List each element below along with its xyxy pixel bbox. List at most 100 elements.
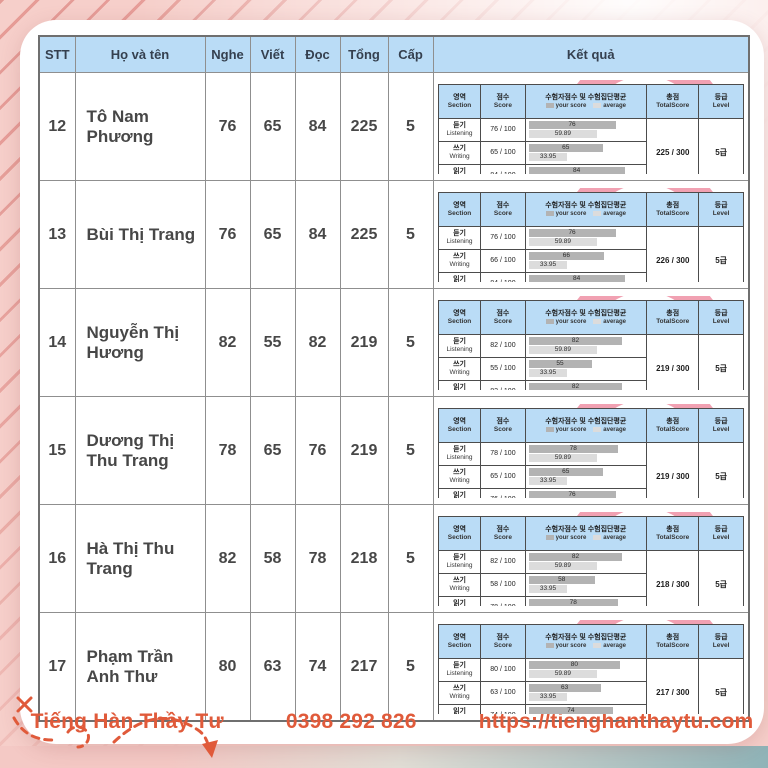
cell-name: Hà Thị Thu Trang xyxy=(74,504,206,613)
content-card: STT Họ và tên Nghe Viết Đọc Tổng Cấp Kết… xyxy=(20,20,764,744)
cell-listening-score: 82 xyxy=(204,504,251,613)
cell-listening-score: 82 xyxy=(204,288,251,397)
average-bar: 59.89 xyxy=(528,562,598,570)
report-col-score: 점수 Score xyxy=(480,515,526,551)
table-header-row: STT Họ và tên Nghe Viết Đọc Tổng Cấp Kết… xyxy=(38,35,750,73)
cell-stt: 16 xyxy=(38,504,76,613)
your-score-bar: 82 xyxy=(528,553,623,561)
your-score-bar: 65 xyxy=(528,144,603,152)
report-col-total: 총점 TotalScore xyxy=(646,407,700,443)
cell-level: 5 xyxy=(387,288,434,397)
report-col-bars: 수험자점수 및 수험집단평균 your score average xyxy=(524,515,648,551)
score-report-chart: 영역 Section 점수 Score 수험자점수 및 수험집단평균 xyxy=(437,295,744,390)
average-bar: 33.95 xyxy=(528,693,568,701)
report-level: 5급 xyxy=(698,333,744,390)
your-score-bar: 84 xyxy=(528,275,625,282)
cell-reading-score: 74 xyxy=(294,612,341,722)
cell-result: 영역 Section 점수 Score 수험자점수 및 수험집단평균 xyxy=(432,396,750,505)
table-row: 16 Hà Thị Thu Trang 82 58 78 218 5 영역 Se… xyxy=(38,504,750,613)
report-level: 5급 xyxy=(698,117,744,174)
report-col-section: 영역 Section xyxy=(437,407,482,443)
cell-reading-score: 76 xyxy=(294,396,341,505)
report-col-score: 점수 Score xyxy=(480,191,526,227)
average-bar: 59.89 xyxy=(528,454,598,462)
cell-stt: 13 xyxy=(38,180,76,289)
your-score-bar: 65 xyxy=(528,468,603,476)
report-row-reading: 읽기Reading 84 / 100 84 57.35 xyxy=(437,271,743,282)
report-col-total: 총점 TotalScore xyxy=(646,191,700,227)
report-total: 225 / 300 xyxy=(646,117,700,174)
cell-level: 5 xyxy=(387,504,434,613)
report-row-listening: 듣기 Listening 80 / 100 80 59.89 217 / 300 … xyxy=(437,657,744,714)
legend-average-swatch xyxy=(593,427,602,432)
legend-your-score-swatch xyxy=(545,211,554,216)
cell-stt: 14 xyxy=(38,288,76,397)
legend-your-score-swatch xyxy=(545,643,554,648)
your-score-bar: 76 xyxy=(528,229,616,237)
average-bar: 59.89 xyxy=(528,670,598,678)
table-row: 17 Phạm Trần Anh Thư 80 63 74 217 5 영역 S… xyxy=(38,612,750,722)
score-report-chart: 영역 Section 점수 Score 수험자점수 및 수험집단평균 xyxy=(437,187,744,282)
legend-average-swatch xyxy=(593,319,602,324)
cell-total-score: 219 xyxy=(339,396,389,505)
average-bar: 33.95 xyxy=(528,153,568,161)
report-level: 5급 xyxy=(698,225,744,282)
your-score-bar: 63 xyxy=(528,684,601,692)
legend-average-swatch xyxy=(593,211,602,216)
col-header-level: Cấp xyxy=(387,35,434,73)
report-col-level: 등급 Level xyxy=(698,515,744,551)
col-header-reading: Đọc xyxy=(294,35,341,73)
cell-result: 영역 Section 점수 Score 수험자점수 및 수험집단평균 xyxy=(432,504,750,613)
report-col-level: 등급 Level xyxy=(698,623,744,659)
report-row-reading: 읽기Reading 82 / 100 82 57.35 xyxy=(437,379,743,390)
cell-name: Dương Thị Thu Trang xyxy=(74,396,206,505)
your-score-bar: 55 xyxy=(528,360,592,368)
cell-listening-score: 76 xyxy=(204,180,251,289)
report-row-reading: 읽기Reading 78 / 100 78 57.35 xyxy=(437,595,743,606)
cell-total-score: 218 xyxy=(339,504,389,613)
report-table: 영역 Section 점수 Score 수험자점수 및 수험집단평균 xyxy=(437,515,744,606)
table-row: 13 Bùi Thị Trang 76 65 84 225 5 영역 Secti… xyxy=(38,180,750,289)
report-row-listening: 듣기 Listening 76 / 100 76 59.89 226 / 300 … xyxy=(437,225,744,282)
cell-writing-score: 65 xyxy=(249,180,296,289)
average-bar: 33.95 xyxy=(528,369,568,377)
report-table: 영역 Section 점수 Score 수험자점수 및 수험집단평균 xyxy=(437,299,744,390)
report-col-section: 영역 Section xyxy=(437,299,482,335)
report-table: 영역 Section 점수 Score 수험자점수 및 수험집단평균 xyxy=(437,191,744,282)
cell-listening-score: 76 xyxy=(204,72,251,181)
cell-name: Nguyễn Thị Hương xyxy=(74,288,206,397)
your-score-bar: 84 xyxy=(528,167,625,174)
report-col-bars: 수험자점수 및 수험집단평균 your score average xyxy=(524,623,648,659)
report-row-listening: 듣기 Listening 76 / 100 76 59.89 225 / 300 … xyxy=(437,117,744,174)
cell-name: Tô Nam Phương xyxy=(74,72,206,181)
legend-your-score-swatch xyxy=(545,427,554,432)
average-bar: 33.95 xyxy=(528,261,568,269)
legend-average-swatch xyxy=(593,103,602,108)
cell-total-score: 219 xyxy=(339,288,389,397)
report-row-writing: 쓰기 Writing 65 / 100 65 33.95 xyxy=(437,140,743,165)
your-score-bar: 78 xyxy=(528,599,618,606)
cell-result: 영역 Section 점수 Score 수험자점수 및 수험집단평균 xyxy=(432,288,750,397)
report-total: 219 / 300 xyxy=(646,441,700,498)
report-row-writing: 쓰기 Writing 66 / 100 66 33.95 xyxy=(437,248,743,273)
report-table: 영역 Section 점수 Score 수험자점수 및 수험집단평균 xyxy=(437,83,744,174)
average-bar: 33.95 xyxy=(528,477,568,485)
your-score-bar: 80 xyxy=(528,661,621,669)
report-col-bars: 수험자점수 및 수험집단평균 your score average xyxy=(524,407,648,443)
report-level: 5급 xyxy=(698,657,744,714)
average-bar: 59.89 xyxy=(528,346,598,354)
report-col-total: 총점 TotalScore xyxy=(646,623,700,659)
report-col-bars: 수험자점수 및 수험집단평균 your score average xyxy=(524,83,648,119)
average-bar: 59.89 xyxy=(528,238,598,246)
your-score-bar: 76 xyxy=(528,121,616,129)
report-row-listening: 듣기 Listening 78 / 100 78 59.89 219 / 300 … xyxy=(437,441,744,498)
report-col-section: 영역 Section xyxy=(437,83,482,119)
report-col-level: 등급 Level xyxy=(698,83,744,119)
cell-writing-score: 63 xyxy=(249,612,296,722)
footer: Tiếng Hàn Thầy Tư 0398 292 826 https://t… xyxy=(20,710,764,734)
report-col-score: 점수 Score xyxy=(480,299,526,335)
legend-your-score-swatch xyxy=(545,535,554,540)
dashed-arrow-doodle xyxy=(12,696,218,758)
footer-website[interactable]: https://tienghanthaytu.com xyxy=(478,710,754,733)
report-col-score: 점수 Score xyxy=(480,623,526,659)
